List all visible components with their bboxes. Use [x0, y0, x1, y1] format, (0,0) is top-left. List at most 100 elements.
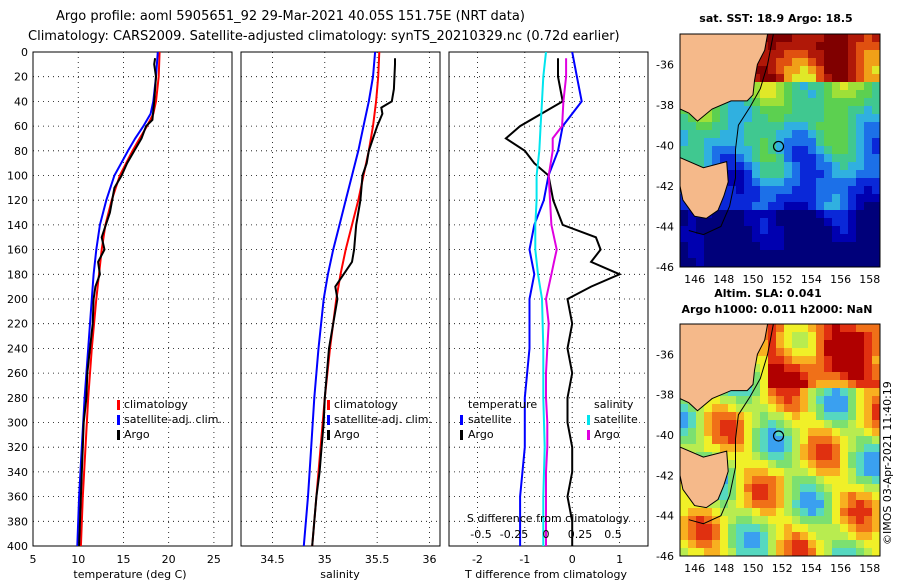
map-cell — [784, 218, 792, 226]
legend-swatch-argo-t — [460, 430, 463, 440]
map-cell — [800, 460, 808, 468]
map-cell — [760, 396, 768, 404]
map-cell — [744, 420, 752, 428]
map-cell — [808, 210, 816, 218]
salinity-legend: climatology satellite-adj. clim. Argo — [327, 398, 432, 441]
map-cell — [792, 388, 800, 396]
map-cell — [680, 404, 688, 412]
map-cell — [864, 404, 872, 412]
map-cell — [856, 242, 864, 250]
map-cell — [776, 82, 784, 90]
map-cell — [792, 332, 800, 340]
map-cell — [768, 444, 776, 452]
salinity-plot-frame — [240, 51, 441, 547]
map-cell — [848, 372, 856, 380]
map-cell — [688, 242, 696, 250]
map-cell — [688, 154, 696, 162]
map-cell — [808, 484, 816, 492]
map-cell — [712, 242, 720, 250]
map-cell — [768, 484, 776, 492]
map-cell — [872, 476, 880, 484]
map-cell — [824, 178, 832, 186]
map-cell — [776, 114, 784, 122]
depth-tick-label: 340 — [7, 466, 28, 479]
map-cell — [752, 258, 760, 266]
map-cell — [856, 250, 864, 258]
legend-salinity-title: salinity — [594, 398, 634, 411]
legend-swatch-argo — [327, 430, 330, 440]
map-cell — [856, 154, 864, 162]
map-cell — [800, 218, 808, 226]
map-cell — [776, 404, 784, 412]
map-cell — [792, 548, 800, 556]
map-cell — [824, 146, 832, 154]
map-cell — [800, 178, 808, 186]
map-cell — [864, 170, 872, 178]
sst-map-frame — [679, 33, 881, 268]
series-line-satellite-adj-clim- — [76, 52, 159, 546]
map-cell — [776, 516, 784, 524]
map-cell — [800, 380, 808, 388]
map-lon-tick-label: 146 — [684, 273, 705, 286]
map-cell — [728, 98, 736, 106]
map-cell — [832, 202, 840, 210]
depth-tick-label: 120 — [7, 194, 28, 207]
map-cell — [744, 524, 752, 532]
map-cell — [792, 130, 800, 138]
map-cell — [720, 138, 728, 146]
map-cell — [824, 396, 832, 404]
map-cell — [848, 356, 856, 364]
map-cell — [856, 42, 864, 50]
map-cell — [840, 388, 848, 396]
map-cell — [784, 532, 792, 540]
map-cell — [760, 540, 768, 548]
map-cell — [680, 202, 688, 210]
map-cell — [808, 202, 816, 210]
depth-tick-label: 220 — [7, 318, 28, 331]
map-cell — [752, 202, 760, 210]
map-cell — [808, 516, 816, 524]
map-cell — [736, 154, 744, 162]
map-cell — [688, 428, 696, 436]
map-cell — [768, 50, 776, 58]
map-cell — [832, 332, 840, 340]
map-cell — [760, 492, 768, 500]
map-cell — [864, 42, 872, 50]
map-cell — [816, 66, 824, 74]
map-cell — [816, 74, 824, 82]
map-cell — [872, 74, 880, 82]
map-cell — [816, 324, 824, 332]
map-cell — [680, 154, 688, 162]
map-cell — [864, 226, 872, 234]
map-cell — [760, 154, 768, 162]
map-cell — [840, 146, 848, 154]
map-cell — [864, 460, 872, 468]
map-cell — [752, 114, 760, 122]
map-cell — [688, 500, 696, 508]
legend-satellite-adj: satellite-adj. clim. — [124, 413, 222, 426]
map-cell — [840, 484, 848, 492]
map-cell — [736, 524, 744, 532]
map-cell — [712, 500, 720, 508]
map-cell — [840, 114, 848, 122]
map-cell — [848, 484, 856, 492]
map-cell — [736, 178, 744, 186]
map-lat-tick-label: -44 — [656, 220, 674, 233]
map-cell — [816, 516, 824, 524]
map-cell — [840, 380, 848, 388]
map-cell — [872, 146, 880, 154]
map-lon-tick-label: 148 — [713, 273, 734, 286]
map-cell — [856, 74, 864, 82]
map-cell — [728, 428, 736, 436]
map-cell — [744, 178, 752, 186]
map-cell — [776, 170, 784, 178]
map-cell — [768, 218, 776, 226]
map-cell — [832, 210, 840, 218]
map-cell — [848, 500, 856, 508]
s-tick-label: -0.25 — [500, 528, 528, 541]
map-cell — [840, 122, 848, 130]
map-cell — [728, 548, 736, 556]
depth-tick-label: 100 — [7, 170, 28, 183]
map-cell — [744, 428, 752, 436]
map-cell — [720, 242, 728, 250]
